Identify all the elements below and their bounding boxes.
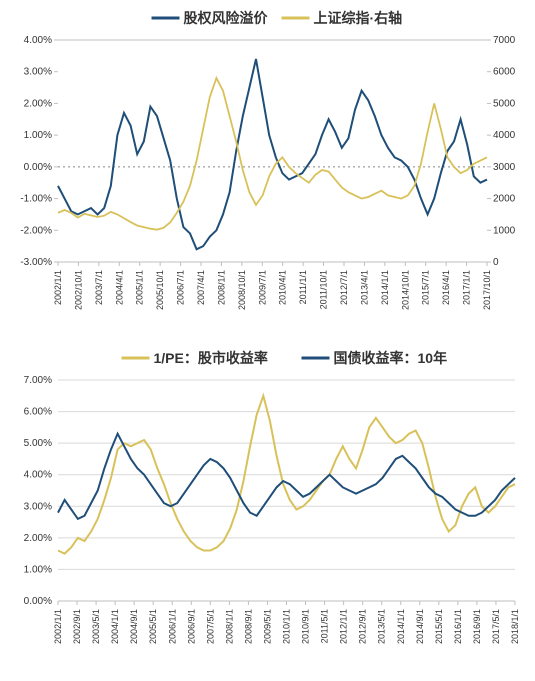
- bottom-x-tick-label: 2006/1/1: [167, 609, 177, 644]
- bottom-x-tick-label: 2008/9/1: [243, 609, 253, 644]
- top-x-tick-label: 2014/10/1: [400, 270, 410, 310]
- legend-erp-label: 股权风险溢价: [184, 10, 269, 26]
- bottom-x-tick-label: 2005/5/1: [148, 609, 158, 644]
- series-index: [58, 78, 487, 230]
- bottom-x-tick-label: 2002/9/1: [72, 609, 82, 644]
- top-right-axis-tick: 1000: [493, 225, 516, 236]
- bottom-y-tick: 1.00%: [24, 564, 52, 575]
- top-left-axis-tick: 2.00%: [24, 98, 52, 109]
- top-left-axis-tick: 0.00%: [24, 162, 52, 173]
- top-left-axis-tick: -3.00%: [20, 257, 52, 268]
- bottom-x-tick-label: 2004/1/1: [110, 609, 120, 644]
- bottom-x-tick-label: 2002/1/1: [53, 609, 63, 644]
- bottom-x-tick-label: 2008/1/1: [224, 609, 234, 644]
- top-x-tick-label: 2010/4/1: [278, 270, 288, 305]
- bottom-x-tick-label: 2018/1/1: [510, 609, 520, 644]
- bottom-y-tick: 2.00%: [24, 533, 52, 544]
- bottom-x-tick-label: 2004/9/1: [129, 609, 139, 644]
- bottom-y-tick: 0.00%: [24, 596, 52, 607]
- top-chart-svg: 股权风险溢价 上证综指·右轴 -3.00% -2.00% -1.00% 0.00% 1.00…: [0, 0, 535, 340]
- bottom-x-tick-label: 2009/5/1: [262, 609, 272, 644]
- bottom-y-tick: 6.00%: [24, 407, 52, 418]
- top-left-axis-tick: -1.00%: [20, 194, 52, 205]
- bottom-x-tick-label: 2003/5/1: [91, 609, 101, 644]
- top-x-tick-label: 2017/1/1: [462, 270, 472, 305]
- top-x-tick-label: 2002/10/1: [73, 270, 83, 310]
- top-x-tick-label: 2003/7/1: [94, 270, 104, 305]
- top-left-axis-tick: 3.00%: [24, 67, 52, 78]
- top-x-tick-label: 2014/1/1: [380, 270, 390, 305]
- bottom-y-tick: 4.00%: [24, 470, 52, 481]
- legend-pe-label: 1/PE：股市收益率: [154, 350, 268, 366]
- bottom-x-tick-label: 2016/1/1: [453, 609, 463, 644]
- top-x-tick-label: 2009/7/1: [257, 270, 267, 305]
- top-x-tick-label: 2017/10/1: [482, 270, 492, 310]
- bottom-x-tick-label: 2011/5/1: [320, 609, 330, 643]
- bottom-x-tick-label: 2012/9/1: [358, 609, 368, 644]
- bottom-x-tick-label: 2007/5/1: [205, 609, 215, 644]
- top-right-axis-tick: 3000: [493, 162, 516, 173]
- top-x-tick-label: 2011/10/1: [319, 270, 329, 309]
- bottom-y-tick: 3.00%: [24, 501, 52, 512]
- bottom-x-tick-label: 2015/5/1: [434, 609, 444, 644]
- top-x-tick-label: 2002/1/1: [53, 270, 63, 305]
- top-x-tick-label: 2006/7/1: [176, 270, 186, 305]
- top-x-tick-label: 2008/1/1: [216, 270, 226, 305]
- top-x-tick-label: 2008/10/1: [237, 270, 247, 310]
- bottom-chart-svg: 1/PE：股市收益率 国债收益率：10年 0.00% 1.00% 2.00% 3.00% 4…: [0, 340, 535, 681]
- top-x-tick-label: 2011/1/1: [298, 270, 308, 304]
- bottom-y-tick: 7.00%: [24, 375, 52, 386]
- bottom-x-tick-label: 2017/5/1: [491, 609, 501, 644]
- top-x-tick-label: 2012/7/1: [339, 270, 349, 305]
- top-x-tick-label: 2013/4/1: [359, 270, 369, 305]
- top-x-tick-label: 2005/10/1: [155, 270, 165, 310]
- top-x-tick-label: 2015/7/1: [421, 270, 431, 305]
- bottom-x-tick-label: 2010/1/1: [282, 609, 292, 644]
- bottom-x-tick-label: 2016/9/1: [472, 609, 482, 644]
- top-x-tick-label: 2005/1/1: [135, 270, 145, 305]
- top-right-axis-tick: 0: [493, 257, 499, 268]
- top-left-axis-tick: -2.00%: [20, 225, 52, 236]
- top-chart-container: 股权风险溢价 上证综指·右轴 -3.00% -2.00% -1.00% 0.00% 1.00…: [0, 0, 535, 340]
- legend-index-label: 上证综指·右轴: [314, 10, 403, 26]
- top-x-tick-label: 2016/4/1: [441, 270, 451, 305]
- bottom-x-tick-label: 2012/1/1: [339, 609, 349, 644]
- bottom-x-tick-label: 2013/5/1: [377, 609, 387, 644]
- top-right-axis-tick: 6000: [493, 67, 516, 78]
- top-left-axis-tick: 1.00%: [24, 130, 52, 141]
- top-right-axis-tick: 4000: [493, 130, 516, 141]
- top-right-axis-tick: 2000: [493, 194, 516, 205]
- bottom-chart-container: 1/PE：股市收益率 国债收益率：10年 0.00% 1.00% 2.00% 3.00% 4…: [0, 340, 535, 681]
- top-right-axis-tick: 5000: [493, 98, 516, 109]
- bottom-x-tick-label: 2014/9/1: [415, 609, 425, 644]
- top-x-tick-label: 2007/4/1: [196, 270, 206, 305]
- top-x-tick-label: 2004/4/1: [114, 270, 124, 305]
- top-left-axis-tick: 4.00%: [24, 35, 52, 46]
- bottom-x-tick-label: 2006/9/1: [186, 609, 196, 644]
- bottom-x-tick-label: 2014/1/1: [396, 609, 406, 644]
- bottom-x-tick-label: 2010/9/1: [301, 609, 311, 644]
- top-right-axis-tick: 7000: [493, 35, 516, 46]
- legend-bond-label: 国债收益率：10年: [334, 350, 448, 366]
- bottom-y-tick: 5.00%: [24, 438, 52, 449]
